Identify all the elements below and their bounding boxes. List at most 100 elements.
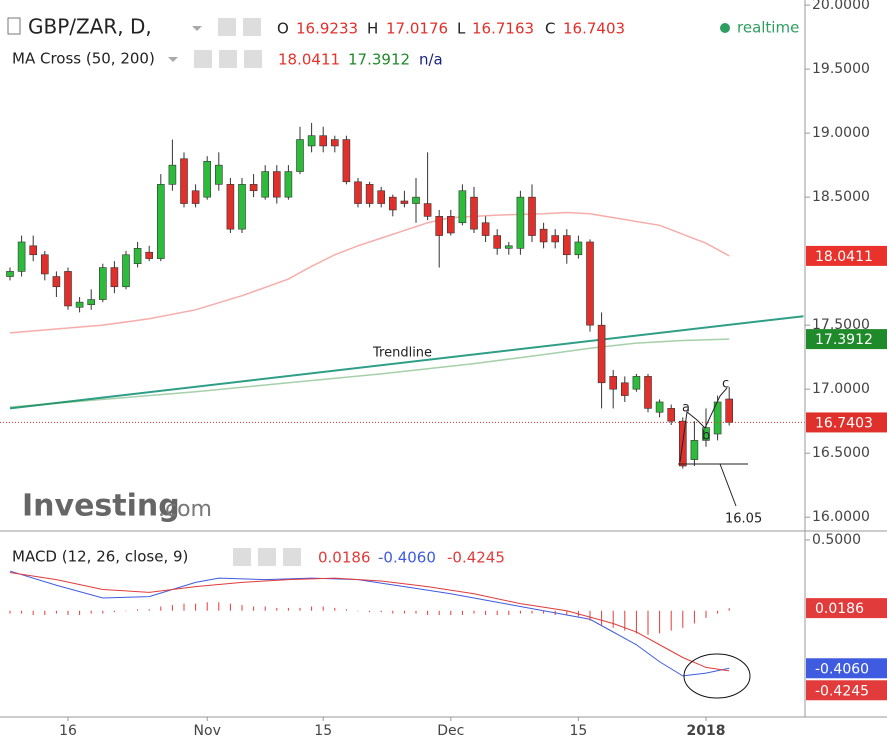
annotation: a	[682, 401, 690, 416]
candle-body	[99, 267, 107, 300]
candle-body	[215, 164, 223, 185]
candle-body	[168, 164, 177, 185]
candle-body	[620, 382, 629, 396]
icon-close[interactable]	[283, 548, 301, 566]
candle-body	[330, 139, 339, 147]
value-box	[806, 245, 887, 266]
candle-body	[284, 171, 293, 198]
candle-body	[145, 251, 153, 259]
value-box	[806, 658, 887, 679]
candle-body	[157, 184, 165, 259]
candle-body	[296, 139, 304, 172]
value-box-label: -0.4245	[815, 683, 869, 699]
candle-body	[400, 200, 409, 204]
annotation-circle	[683, 653, 751, 699]
x-tick-label: Nov	[194, 723, 221, 739]
candle-body	[493, 235, 502, 249]
candle-body	[435, 216, 444, 236]
indicator-value: -0.4060	[378, 549, 436, 567]
candle-body	[203, 161, 211, 198]
ohlc-value: 17.0176	[386, 20, 448, 38]
candle-body	[110, 267, 119, 288]
x-tick-label: 15	[569, 723, 587, 739]
icon[interactable]	[7, 17, 21, 35]
indicator-value: -0.4245	[447, 549, 505, 567]
indicator-name: MACD (12, 26, close, 9)	[12, 548, 188, 566]
dropdown[interactable]	[168, 57, 178, 62]
ohlc-label: H	[367, 20, 378, 38]
indicator-value: n/a	[419, 51, 443, 69]
ohlc-value: 16.7403	[563, 20, 625, 38]
candle-body	[609, 376, 618, 390]
icon-close[interactable]	[244, 50, 262, 68]
indicator-value: 18.0411	[278, 51, 340, 69]
candle-body	[238, 184, 246, 230]
candle-body	[655, 401, 664, 413]
value-box	[806, 412, 887, 433]
y-tick-label: 16.5000	[812, 445, 870, 461]
ohlc-value: 16.9233	[296, 20, 358, 38]
candle-body	[702, 427, 710, 441]
moving-average	[9, 338, 730, 408]
candle-body	[52, 276, 61, 288]
candle-body	[75, 301, 84, 308]
dropdown[interactable]	[192, 26, 202, 31]
candle-body	[377, 190, 386, 204]
candle-body	[632, 376, 641, 390]
candle-body	[365, 184, 374, 204]
candle-body	[470, 196, 478, 230]
candle-body	[272, 171, 281, 198]
ohlc-label: O	[277, 20, 289, 38]
moving-average	[9, 211, 730, 334]
watermark: .com	[158, 497, 212, 522]
candle-body	[516, 196, 525, 249]
value-box-label: 0.0186	[815, 601, 864, 617]
ohlc-label: L	[457, 20, 466, 38]
candle-body	[87, 299, 95, 305]
candle-body	[551, 235, 560, 243]
candle-body	[574, 241, 583, 256]
candle-body	[261, 171, 270, 198]
ohlc-label: C	[545, 20, 555, 38]
value-box-label: 16.7403	[815, 415, 873, 431]
candle-body	[29, 245, 38, 256]
annotation-line	[719, 463, 737, 507]
icon-eye[interactable]	[194, 50, 212, 68]
icon-settings[interactable]	[219, 50, 237, 68]
candle-body	[458, 190, 467, 224]
x-tick-label: Dec	[437, 723, 464, 739]
symbol-title: GBP/ZAR, D,	[28, 15, 152, 39]
icon-settings[interactable]	[243, 18, 261, 36]
y-tick-label: 16.0000	[812, 509, 870, 525]
icon-settings[interactable]	[258, 548, 276, 566]
value-box-label: -0.4060	[815, 661, 869, 677]
candle-body	[122, 254, 130, 288]
y-tick-label: 20.0000	[812, 0, 870, 13]
candle-body	[446, 216, 455, 234]
candle-body	[644, 376, 652, 409]
value-box-label: 18.0411	[815, 249, 873, 265]
candle-body	[226, 184, 235, 230]
candle-body	[342, 139, 351, 183]
wave-lines	[679, 387, 728, 463]
y-tick-label: 17.0000	[812, 381, 870, 397]
candle-body	[191, 190, 200, 204]
indicator-value: 0.0186	[318, 549, 371, 567]
candle-body	[667, 408, 676, 422]
value-box	[806, 680, 887, 701]
icon-eye[interactable]	[233, 548, 251, 566]
candle-body	[319, 135, 328, 147]
candle-body	[388, 196, 397, 211]
plot-area	[0, 122, 805, 677]
ohlc-value: 16.7163	[472, 20, 534, 38]
x-tick-label: 16	[59, 723, 77, 739]
candle-body	[354, 181, 362, 204]
candle-body	[307, 135, 316, 147]
y-tick-label: 18.5000	[812, 189, 870, 205]
candle-body	[597, 324, 606, 384]
candle-body	[481, 222, 490, 236]
line	[9, 570, 730, 677]
icon-eye[interactable]	[218, 18, 236, 36]
